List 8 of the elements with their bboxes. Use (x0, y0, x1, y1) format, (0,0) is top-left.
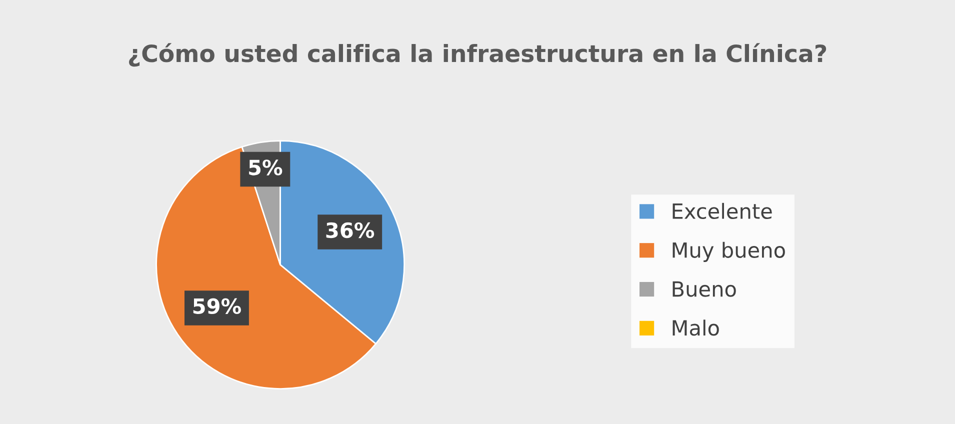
data-label: 59% (193, 298, 241, 314)
legend-label: Excelente (672, 202, 772, 220)
data-label: 36% (326, 222, 374, 238)
legend-label: Bueno (672, 281, 736, 297)
chart-title: ¿Cómo usted califica la infraestructura en la Clínica? (129, 43, 826, 67)
data-label: 5% (249, 160, 282, 176)
legend-label: Muy bueno (672, 242, 785, 262)
legend-label: Malo (672, 320, 719, 336)
